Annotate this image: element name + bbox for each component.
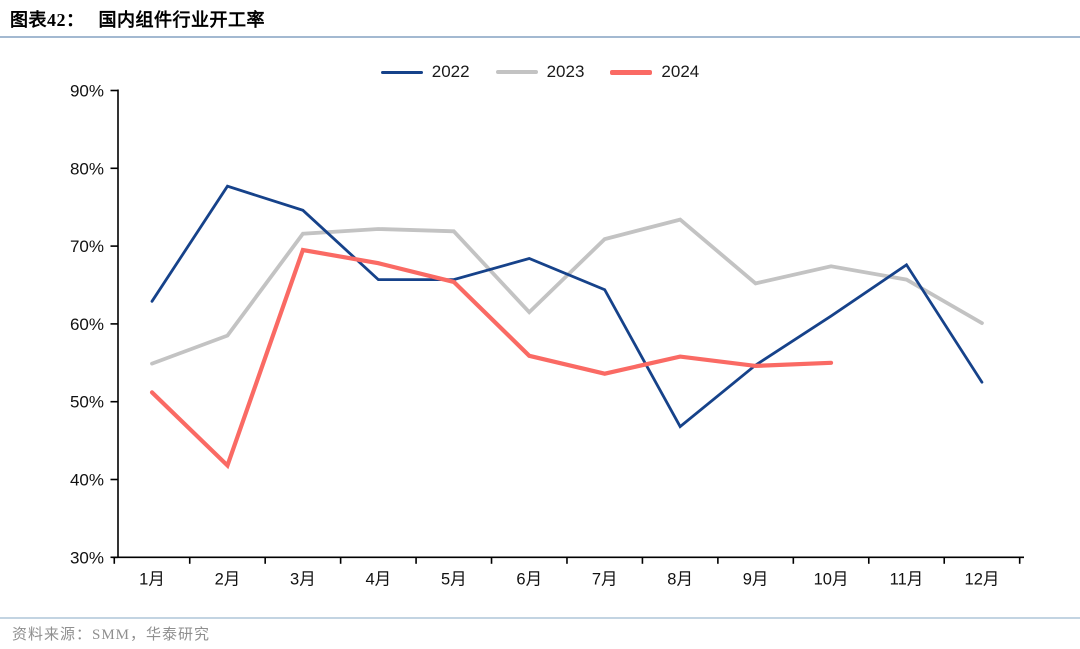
series-line-2023 — [150, 217, 984, 366]
legend-label-2024: 2024 — [661, 62, 700, 81]
title-divider — [0, 36, 1080, 38]
figure-title: 图表42： 国内组件行业开工率 — [10, 6, 265, 32]
x-tick-label: 12月 — [965, 570, 1000, 588]
x-tick-label: 1月 — [139, 570, 165, 588]
y-tick-label: 60% — [70, 315, 104, 334]
x-tick-label: 5月 — [441, 570, 467, 588]
y-tick-label: 70% — [70, 237, 104, 256]
x-tick-label: 2月 — [215, 570, 241, 588]
legend-item-2023: 2023 — [495, 62, 585, 82]
legend-swatch-2024 — [610, 69, 653, 75]
x-tick-label: 6月 — [516, 570, 542, 588]
chart-legend: 2022 2023 2024 — [0, 62, 1080, 82]
x-tick-label: 3月 — [290, 570, 316, 588]
legend-swatch-2022 — [380, 70, 423, 74]
figure-number: 图表42： — [10, 10, 85, 30]
legend-label-2022: 2022 — [431, 62, 470, 81]
legend-swatch-2023 — [495, 70, 538, 74]
y-tick-label: 40% — [70, 471, 104, 490]
footer-divider — [0, 617, 1080, 619]
x-tick-label: 9月 — [743, 570, 769, 588]
legend-label-2023: 2023 — [546, 62, 585, 81]
x-tick-label: 7月 — [592, 570, 618, 588]
y-tick-label: 30% — [70, 548, 104, 567]
figure-title-text: 国内组件行业开工率 — [98, 10, 265, 30]
y-tick-label: 80% — [70, 159, 104, 178]
x-tick-label: 10月 — [814, 570, 849, 588]
series-line-2022 — [150, 184, 984, 429]
x-tick-label: 11月 — [890, 570, 924, 588]
series-line-2024 — [149, 247, 834, 470]
x-tick-label: 4月 — [366, 570, 392, 588]
source-note: 资料来源：SMM，华泰研究 — [12, 627, 211, 643]
y-tick-label: 50% — [70, 393, 104, 412]
legend-item-2022: 2022 — [380, 62, 470, 82]
x-tick-label: 8月 — [667, 570, 693, 588]
y-tick-label: 90% — [70, 82, 104, 101]
legend-item-2024: 2024 — [610, 62, 699, 82]
